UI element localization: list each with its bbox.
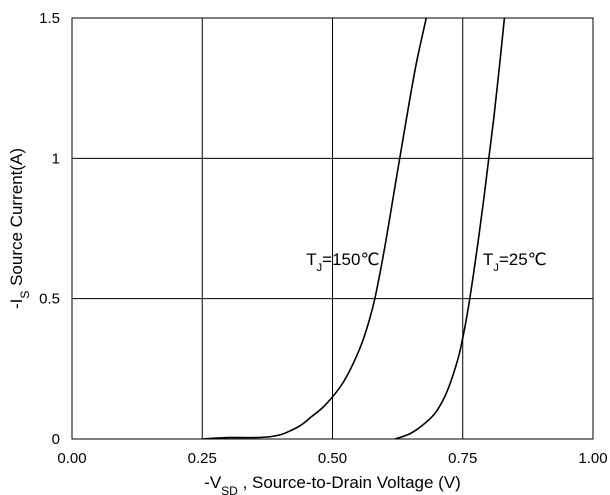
- annotation-sub: J: [317, 262, 323, 274]
- x-axis-title: -VSD , Source-to-Drain Voltage (V): [204, 473, 461, 495]
- annotation-suffix: =150℃: [322, 250, 379, 269]
- y-axis-title-suffix: Source Current(A): [7, 148, 26, 291]
- annotation-suffix: =25℃: [499, 250, 547, 269]
- annotation-sub: J: [493, 262, 499, 274]
- x-tick-label: 0.50: [318, 450, 347, 467]
- x-tick-label: 0.25: [188, 450, 217, 467]
- series-layer: [202, 18, 506, 439]
- grid-layer: [72, 18, 593, 439]
- x-tick-labels: 0.00 0.25 0.50 0.75 1.00: [57, 450, 607, 467]
- curve-annotation-tj-150c: TJ=150℃: [306, 250, 379, 274]
- y-tick-label: 1: [52, 150, 60, 167]
- y-tick-label: 0.5: [39, 291, 60, 308]
- y-axis-title: -IS Source Current(A): [7, 148, 32, 309]
- y-axis-title-sub: S: [18, 291, 32, 299]
- x-tick-label: 0.75: [448, 450, 477, 467]
- y-axis-title-prefix: -I: [7, 299, 26, 309]
- y-tick-label: 0: [52, 431, 60, 448]
- x-axis-title-suffix: , Source-to-Drain Voltage (V): [238, 473, 461, 492]
- x-tick-label: 0.00: [57, 450, 86, 467]
- y-tick-label: 1.5: [39, 10, 60, 27]
- series-line-tj-25c: [394, 18, 506, 439]
- plot-area-frame: [71, 17, 594, 440]
- annotation-prefix: T: [306, 250, 316, 269]
- x-axis-title-prefix: -V: [204, 473, 222, 492]
- curve-annotation-tj-25c: TJ=25℃: [483, 250, 547, 274]
- y-tick-labels: 0 0.5 1 1.5: [39, 10, 60, 448]
- annotation-prefix: T: [483, 250, 493, 269]
- x-axis-title-sub: SD: [221, 484, 238, 495]
- series-line-tj-150c: [202, 18, 428, 439]
- x-tick-label: 1.00: [578, 450, 607, 467]
- curve-annotations: TJ=150℃ TJ=25℃: [306, 250, 546, 274]
